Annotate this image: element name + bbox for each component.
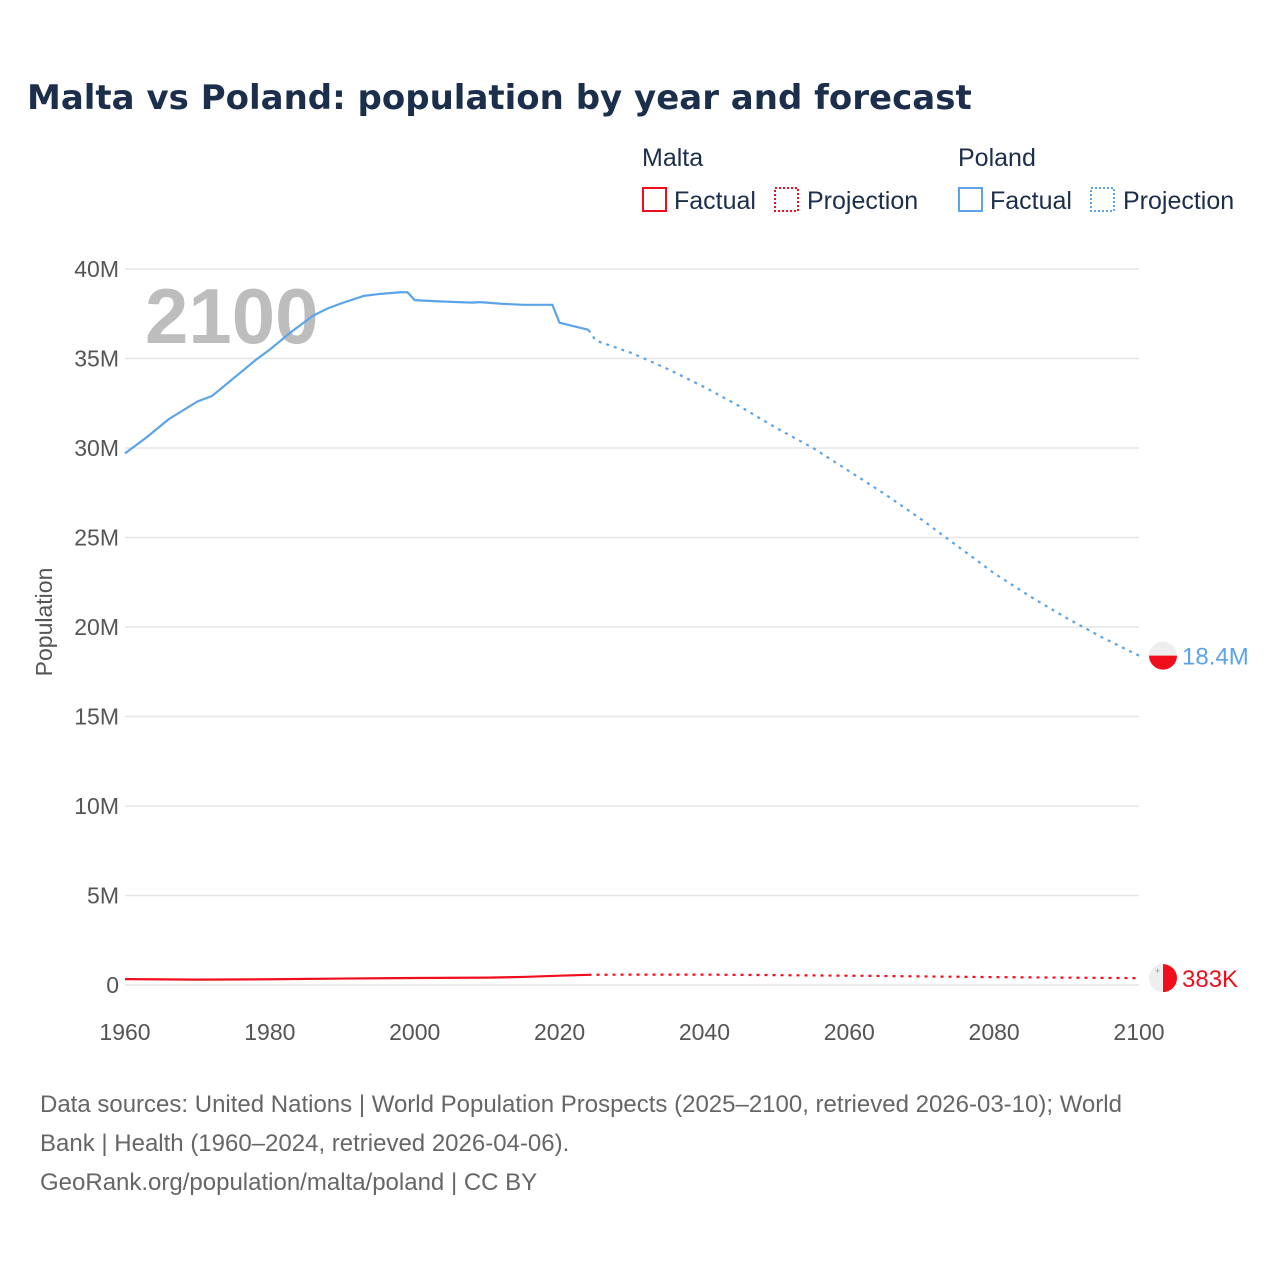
x-tick-label: 2100 — [1113, 1019, 1164, 1045]
poland-factual-line — [124, 291, 589, 455]
legend-item-projection[interactable]: Projection — [1123, 187, 1234, 215]
footer-source-1: Data sources: United Nations | World Pop… — [40, 1091, 1122, 1118]
y-tick-label: 40M — [74, 256, 119, 282]
y-axis-label: Population — [31, 568, 57, 677]
legend-item-factual[interactable]: Factual — [990, 187, 1072, 215]
y-tick-label: 35M — [74, 346, 119, 372]
x-tick-label: 2040 — [679, 1019, 730, 1045]
grid: 0 5M 10M 15M 20M 25M 30M 35M 40M 1960 1980 2000 2020… — [74, 256, 1164, 1045]
legend-group-title: Poland — [958, 144, 1036, 172]
legend-swatch-projection[interactable] — [1090, 187, 1115, 212]
y-tick-label: 10M — [74, 793, 119, 819]
y-tick-label: 0 — [106, 972, 119, 998]
svg-text:+: + — [1155, 966, 1160, 976]
legend-swatch-factual[interactable] — [642, 187, 667, 212]
legend: Malta Factual Projection Poland Factual Proje… — [642, 144, 1234, 215]
legend-item-factual[interactable]: Factual — [674, 187, 756, 215]
legend-item-projection[interactable]: Projection — [807, 187, 918, 215]
y-tick-label: 15M — [74, 704, 119, 730]
footer-link[interactable]: GeoRank.org/population/malta/poland | CC… — [40, 1169, 537, 1196]
x-tick-label: 1980 — [244, 1019, 295, 1045]
x-tick-label: 1960 — [99, 1019, 150, 1045]
malta-end-label: 383K — [1182, 966, 1238, 993]
poland-flag-icon — [1149, 641, 1178, 670]
malta-flag-icon: + — [1149, 964, 1178, 993]
x-tick-label: 2000 — [389, 1019, 440, 1045]
footer-source-2: Bank | Health (1960–2024, retrieved 2026… — [40, 1130, 569, 1157]
malta-projection-line — [588, 973, 1140, 980]
y-tick-label: 5M — [87, 883, 119, 909]
x-tick-label: 2060 — [824, 1019, 875, 1045]
y-tick-label: 25M — [74, 525, 119, 551]
year-watermark: 2100 — [145, 272, 319, 360]
legend-swatch-factual[interactable] — [958, 187, 983, 212]
series-lines: 18.4M + 383K — [124, 291, 1249, 993]
x-tick-label: 2020 — [534, 1019, 585, 1045]
malta-factual-line — [124, 973, 589, 981]
poland-end-label: 18.4M — [1182, 644, 1249, 671]
legend-group-title: Malta — [642, 144, 703, 172]
chart-title: Malta vs Poland: population by year and … — [27, 78, 972, 118]
legend-swatch-projection[interactable] — [774, 187, 799, 212]
poland-projection-line — [587, 329, 1140, 657]
x-tick-label: 2080 — [969, 1019, 1020, 1045]
y-tick-label: 30M — [74, 435, 119, 461]
y-tick-label: 20M — [74, 614, 119, 640]
